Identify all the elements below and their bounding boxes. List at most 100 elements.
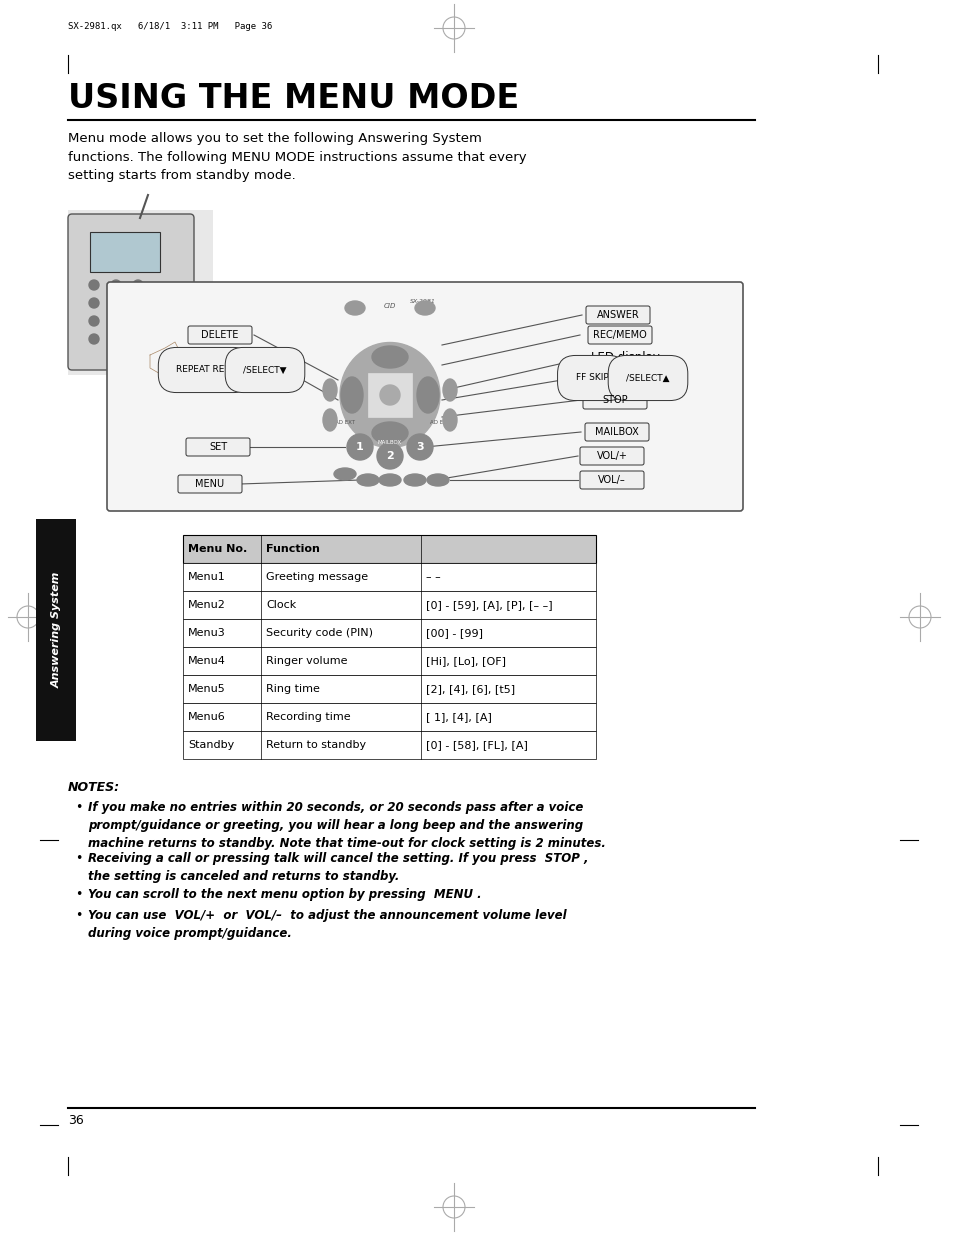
Circle shape [89, 280, 99, 290]
FancyBboxPatch shape [579, 471, 643, 489]
FancyBboxPatch shape [107, 282, 742, 511]
Circle shape [379, 385, 399, 405]
Ellipse shape [416, 377, 438, 412]
Circle shape [132, 333, 143, 345]
Text: AD EXT: AD EXT [430, 420, 450, 425]
Text: Ring time: Ring time [266, 684, 319, 694]
Ellipse shape [334, 468, 355, 480]
Text: 3: 3 [416, 442, 423, 452]
Text: MAILBOX: MAILBOX [595, 427, 639, 437]
Text: CID: CID [383, 303, 395, 309]
Text: 1: 1 [355, 442, 363, 452]
Text: Menu6: Menu6 [188, 713, 226, 722]
Text: You can scroll to the next menu option by pressing  MENU .: You can scroll to the next menu option b… [88, 888, 481, 902]
Text: USING THE MENU MODE: USING THE MENU MODE [68, 82, 518, 115]
Ellipse shape [372, 422, 408, 445]
FancyBboxPatch shape [585, 306, 649, 324]
Text: REPEAT REW: REPEAT REW [176, 366, 233, 374]
Ellipse shape [427, 474, 449, 487]
Text: – –: – – [426, 572, 440, 582]
Circle shape [89, 316, 99, 326]
Text: Menu5: Menu5 [188, 684, 226, 694]
Text: NOTES:: NOTES: [68, 781, 120, 794]
Text: AD EXT: AD EXT [335, 420, 355, 425]
FancyBboxPatch shape [68, 210, 213, 375]
Text: Menu4: Menu4 [188, 656, 226, 666]
Text: Menu2: Menu2 [188, 600, 226, 610]
Text: If you make no entries within 20 seconds, or 20 seconds pass after a voice
promp: If you make no entries within 20 seconds… [88, 802, 605, 850]
Text: Receiving a call or pressing talk will cancel the setting. If you press  STOP ,
: Receiving a call or pressing talk will c… [88, 852, 588, 883]
Ellipse shape [442, 379, 456, 401]
Text: [00] - [99]: [00] - [99] [426, 629, 482, 638]
Ellipse shape [415, 301, 435, 315]
Text: •: • [75, 852, 82, 864]
Text: [2], [4], [6], [t5]: [2], [4], [6], [t5] [426, 684, 515, 694]
Text: /SELECT▲: /SELECT▲ [625, 373, 669, 383]
FancyBboxPatch shape [587, 326, 651, 345]
Text: LED display: LED display [590, 351, 659, 363]
Bar [183, 676, 596, 703]
Bar [183, 592, 596, 619]
Circle shape [132, 298, 143, 308]
Text: DELETE: DELETE [201, 330, 238, 340]
Circle shape [111, 280, 121, 290]
Ellipse shape [356, 474, 378, 487]
Bar [36, 519, 76, 741]
Bar [183, 619, 596, 647]
Ellipse shape [323, 379, 336, 401]
Text: Recording time: Recording time [266, 713, 351, 722]
Circle shape [132, 280, 143, 290]
Text: Return to standby: Return to standby [266, 740, 366, 750]
Bar [183, 731, 596, 760]
Ellipse shape [323, 409, 336, 431]
Text: Ringer volume: Ringer volume [266, 656, 347, 666]
Polygon shape [150, 342, 180, 375]
Text: SX-2981.qx   6/18/1  3:11 PM   Page 36: SX-2981.qx 6/18/1 3:11 PM Page 36 [68, 22, 272, 31]
FancyBboxPatch shape [188, 326, 252, 345]
Text: •: • [75, 888, 82, 902]
Bar [90, 232, 160, 272]
FancyBboxPatch shape [582, 391, 646, 409]
Text: MAILBOX: MAILBOX [377, 441, 401, 446]
Circle shape [407, 433, 433, 459]
Bar [368, 373, 412, 417]
Text: VOL/+: VOL/+ [596, 451, 627, 461]
Text: Standby: Standby [188, 740, 234, 750]
Text: Security code (PIN): Security code (PIN) [266, 629, 373, 638]
Text: •: • [75, 909, 82, 923]
Circle shape [111, 333, 121, 345]
Text: Menu1: Menu1 [188, 572, 226, 582]
Text: [0] - [59], [A], [P], [– –]: [0] - [59], [A], [P], [– –] [426, 600, 552, 610]
Text: VOL/–: VOL/– [598, 475, 625, 485]
Text: 2: 2 [386, 451, 394, 461]
Text: Menu3: Menu3 [188, 629, 226, 638]
Circle shape [132, 316, 143, 326]
Text: Clock: Clock [266, 600, 296, 610]
Text: ANSWER: ANSWER [596, 310, 639, 320]
Text: REC/MEMO: REC/MEMO [593, 330, 646, 340]
FancyBboxPatch shape [178, 475, 242, 493]
Ellipse shape [442, 409, 456, 431]
Text: SET: SET [209, 442, 227, 452]
Text: [ 1], [4], [A]: [ 1], [4], [A] [426, 713, 492, 722]
Ellipse shape [372, 346, 408, 368]
Text: [0] - [58], [FL], [A]: [0] - [58], [FL], [A] [426, 740, 527, 750]
FancyBboxPatch shape [584, 424, 648, 441]
Circle shape [111, 298, 121, 308]
Text: MENU: MENU [195, 479, 224, 489]
Circle shape [347, 433, 373, 459]
FancyBboxPatch shape [186, 438, 250, 456]
Text: Function: Function [266, 543, 319, 555]
Text: 36: 36 [68, 1114, 84, 1128]
Text: Greeting message: Greeting message [266, 572, 368, 582]
Circle shape [89, 333, 99, 345]
Bar [183, 647, 596, 676]
Text: •: • [75, 802, 82, 814]
Text: FF SKIP: FF SKIP [575, 373, 608, 383]
Ellipse shape [378, 474, 400, 487]
Text: STOP: STOP [601, 395, 627, 405]
Circle shape [111, 316, 121, 326]
FancyBboxPatch shape [68, 214, 193, 370]
Text: SX-2981: SX-2981 [410, 299, 436, 304]
Circle shape [376, 443, 402, 469]
